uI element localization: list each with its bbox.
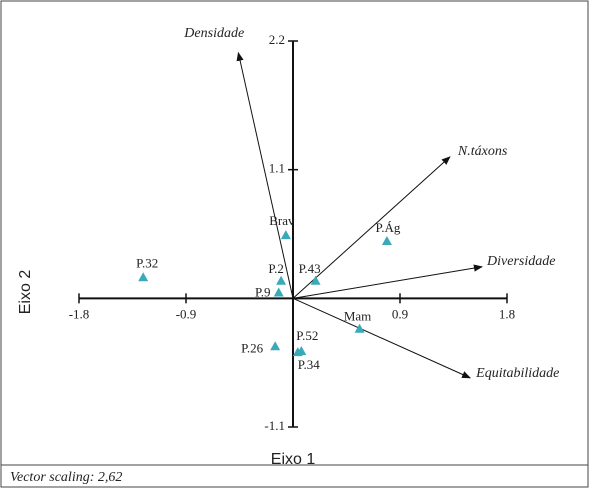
y-axis-title: Eixo 2 xyxy=(17,270,34,315)
point xyxy=(273,287,284,297)
point-label: P.2 xyxy=(268,261,284,276)
point xyxy=(280,230,291,240)
x-tick-label: -1.8 xyxy=(69,306,90,321)
vector-arrow xyxy=(292,156,451,299)
point xyxy=(270,341,281,351)
point-label: P.Ág xyxy=(375,220,400,235)
point-label: P.32 xyxy=(136,255,158,270)
footnote: Vector scaling: 2,62 xyxy=(10,470,122,485)
point xyxy=(381,236,392,246)
vector-label: Equitabilidade xyxy=(475,366,559,381)
point-label: Mam xyxy=(344,309,371,324)
x-axis-title: Eixo 1 xyxy=(271,451,316,468)
point-label: P.9 xyxy=(255,284,271,299)
vector-label: Diversidade xyxy=(486,254,555,269)
point xyxy=(138,272,149,282)
vector-arrow xyxy=(236,51,294,299)
point xyxy=(292,347,303,357)
point-label: P.52 xyxy=(296,328,318,343)
x-tick-label: 0.9 xyxy=(392,306,408,321)
y-tick-label: 2.2 xyxy=(269,32,285,47)
point-label: P.26 xyxy=(241,340,264,355)
vector-arrow xyxy=(292,264,483,299)
vector-label: N.táxons xyxy=(457,144,508,159)
point xyxy=(354,323,365,333)
point-label: P.43 xyxy=(299,261,321,276)
point-label: P.34 xyxy=(298,357,321,372)
x-tick-label: 1.8 xyxy=(499,306,515,321)
point xyxy=(310,275,321,285)
vector-arrow xyxy=(292,297,471,379)
vector-label: Densidade xyxy=(183,26,244,41)
y-tick-label: -1.1 xyxy=(264,418,285,433)
point xyxy=(276,275,287,285)
x-tick-label: -0.9 xyxy=(176,306,197,321)
y-tick-label: 1.1 xyxy=(269,161,285,176)
point-label: Brav xyxy=(269,213,295,228)
